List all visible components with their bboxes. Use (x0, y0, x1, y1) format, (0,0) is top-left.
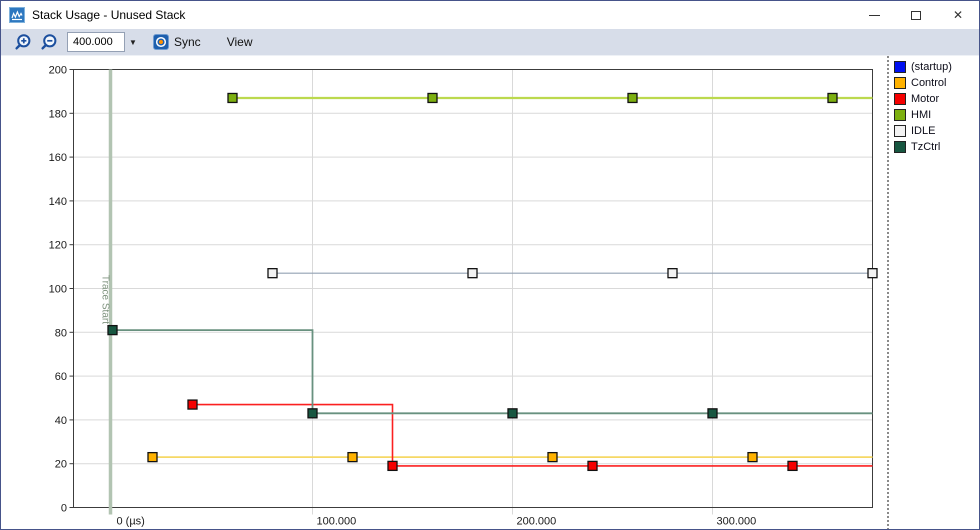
legend-item-motor[interactable]: Motor (894, 91, 979, 107)
data-point[interactable] (187, 399, 198, 410)
y-axis-tick-label: 120 (49, 240, 67, 252)
stack-usage-chart[interactable]: 0 20 40 60 80 100 120 140 160 180 200 0 (µs) 100.000… (1, 56, 885, 529)
y-axis-tick-label: 180 (49, 108, 67, 120)
zoom-out-icon (41, 34, 57, 50)
data-point[interactable] (107, 324, 118, 336)
y-axis-tick-label: 20 (55, 459, 67, 471)
toolbar: 400.000 ▼ Sync View (1, 29, 979, 56)
minimize-icon (868, 14, 880, 16)
zoom-in-icon (15, 34, 31, 50)
legend-item-label: (startup) (911, 61, 952, 73)
legend-swatch-icon (894, 93, 906, 105)
legend-panel: (startup) Control Motor HMI IDLE TzCtrl (891, 56, 979, 529)
panel-splitter[interactable] (885, 56, 891, 529)
x-axis-tick-label: 300.000 (717, 516, 757, 528)
close-icon: ✕ (952, 8, 964, 22)
window-controls: ✕ (853, 1, 979, 29)
y-axis-tick-label: 0 (61, 503, 67, 515)
y-axis-tick-label: 80 (55, 327, 67, 339)
x-axis-tick-label: 0 (µs) (117, 516, 145, 528)
legend-item-label: HMI (911, 109, 932, 121)
legend-swatch-icon (894, 125, 906, 137)
data-point[interactable] (867, 268, 878, 279)
series-points-Control (147, 451, 758, 463)
sync-button[interactable]: Sync (147, 32, 207, 52)
sync-button-label: Sync (174, 35, 201, 49)
data-point[interactable] (627, 92, 638, 104)
y-axis-tick-label: 60 (55, 371, 67, 383)
close-button[interactable]: ✕ (937, 1, 979, 29)
series-points-Motor (187, 399, 798, 472)
y-axis-tick-label: 200 (49, 65, 67, 77)
y-axis-tick-label: 140 (49, 196, 67, 208)
data-point[interactable] (587, 460, 598, 472)
content-area: 0 20 40 60 80 100 120 140 160 180 200 0 (µs) 100.000… (1, 56, 979, 529)
legend-item-tzctrl[interactable]: TzCtrl (894, 139, 979, 155)
y-axis-tick-label: 160 (49, 152, 67, 164)
data-point[interactable] (667, 268, 678, 279)
zoom-out-button[interactable] (37, 31, 61, 54)
data-point[interactable] (347, 451, 358, 463)
app-waveform-icon (9, 7, 25, 23)
view-menu[interactable]: View (226, 35, 253, 49)
maximize-button[interactable] (895, 1, 937, 29)
data-point[interactable] (787, 460, 798, 472)
legend-swatch-icon (894, 109, 906, 121)
x-axis-tick-label: 200.000 (517, 516, 557, 528)
minimize-button[interactable] (853, 1, 895, 29)
chart-area[interactable]: 0 20 40 60 80 100 120 140 160 180 200 0 (µs) 100.000… (1, 56, 885, 529)
data-point[interactable] (547, 451, 558, 463)
series-points-IDLE (267, 268, 878, 279)
legend-item-hmi[interactable]: HMI (894, 107, 979, 123)
titlebar[interactable]: Stack Usage - Unused Stack ✕ (1, 1, 979, 29)
interval-dropdown-arrow[interactable]: ▼ (129, 37, 137, 47)
legend-swatch-icon (894, 61, 906, 73)
data-point[interactable] (267, 268, 278, 279)
sync-icon (153, 34, 169, 50)
window-title: Stack Usage - Unused Stack (32, 8, 186, 22)
data-point[interactable] (827, 92, 838, 104)
y-axis-tick-label: 40 (55, 415, 67, 427)
series-points-TzCtrl (107, 324, 718, 419)
data-point[interactable] (747, 451, 758, 463)
x-axis-tick-label: 100.000 (317, 516, 357, 528)
interval-combobox: 400.000 ▼ (67, 32, 141, 52)
legend-item-label: IDLE (911, 125, 936, 137)
interval-input[interactable]: 400.000 (67, 32, 125, 52)
data-point[interactable] (307, 408, 318, 419)
zoom-in-button[interactable] (11, 31, 35, 54)
series-line-Motor (192, 403, 873, 467)
data-point[interactable] (387, 460, 398, 472)
legend-item-startup[interactable]: (startup) (894, 59, 979, 75)
legend-item-idle[interactable]: IDLE (894, 123, 979, 139)
legend-item-label: TzCtrl (911, 141, 941, 153)
series-line-TzCtrl (112, 329, 873, 415)
data-point[interactable] (707, 408, 718, 419)
chart-grid (73, 69, 873, 515)
legend-item-control[interactable]: Control (894, 75, 979, 91)
legend-swatch-icon (894, 77, 906, 89)
legend-item-label: Control (911, 77, 947, 89)
trace-start-marker: Trace Start (100, 69, 113, 515)
trace-start-label: Trace Start (100, 275, 111, 324)
legend-swatch-icon (894, 141, 906, 153)
chart-axes: 0 20 40 60 80 100 120 140 160 180 200 0 (µs) 100.000… (49, 65, 873, 528)
legend-item-label: Motor (911, 93, 940, 105)
maximize-icon (911, 10, 921, 20)
y-axis-tick-label: 100 (49, 284, 67, 296)
series-points-HMI (227, 92, 838, 104)
data-point[interactable] (427, 92, 438, 104)
data-point[interactable] (467, 268, 478, 279)
data-point[interactable] (227, 92, 238, 104)
data-point[interactable] (147, 451, 158, 463)
data-point[interactable] (507, 408, 518, 419)
